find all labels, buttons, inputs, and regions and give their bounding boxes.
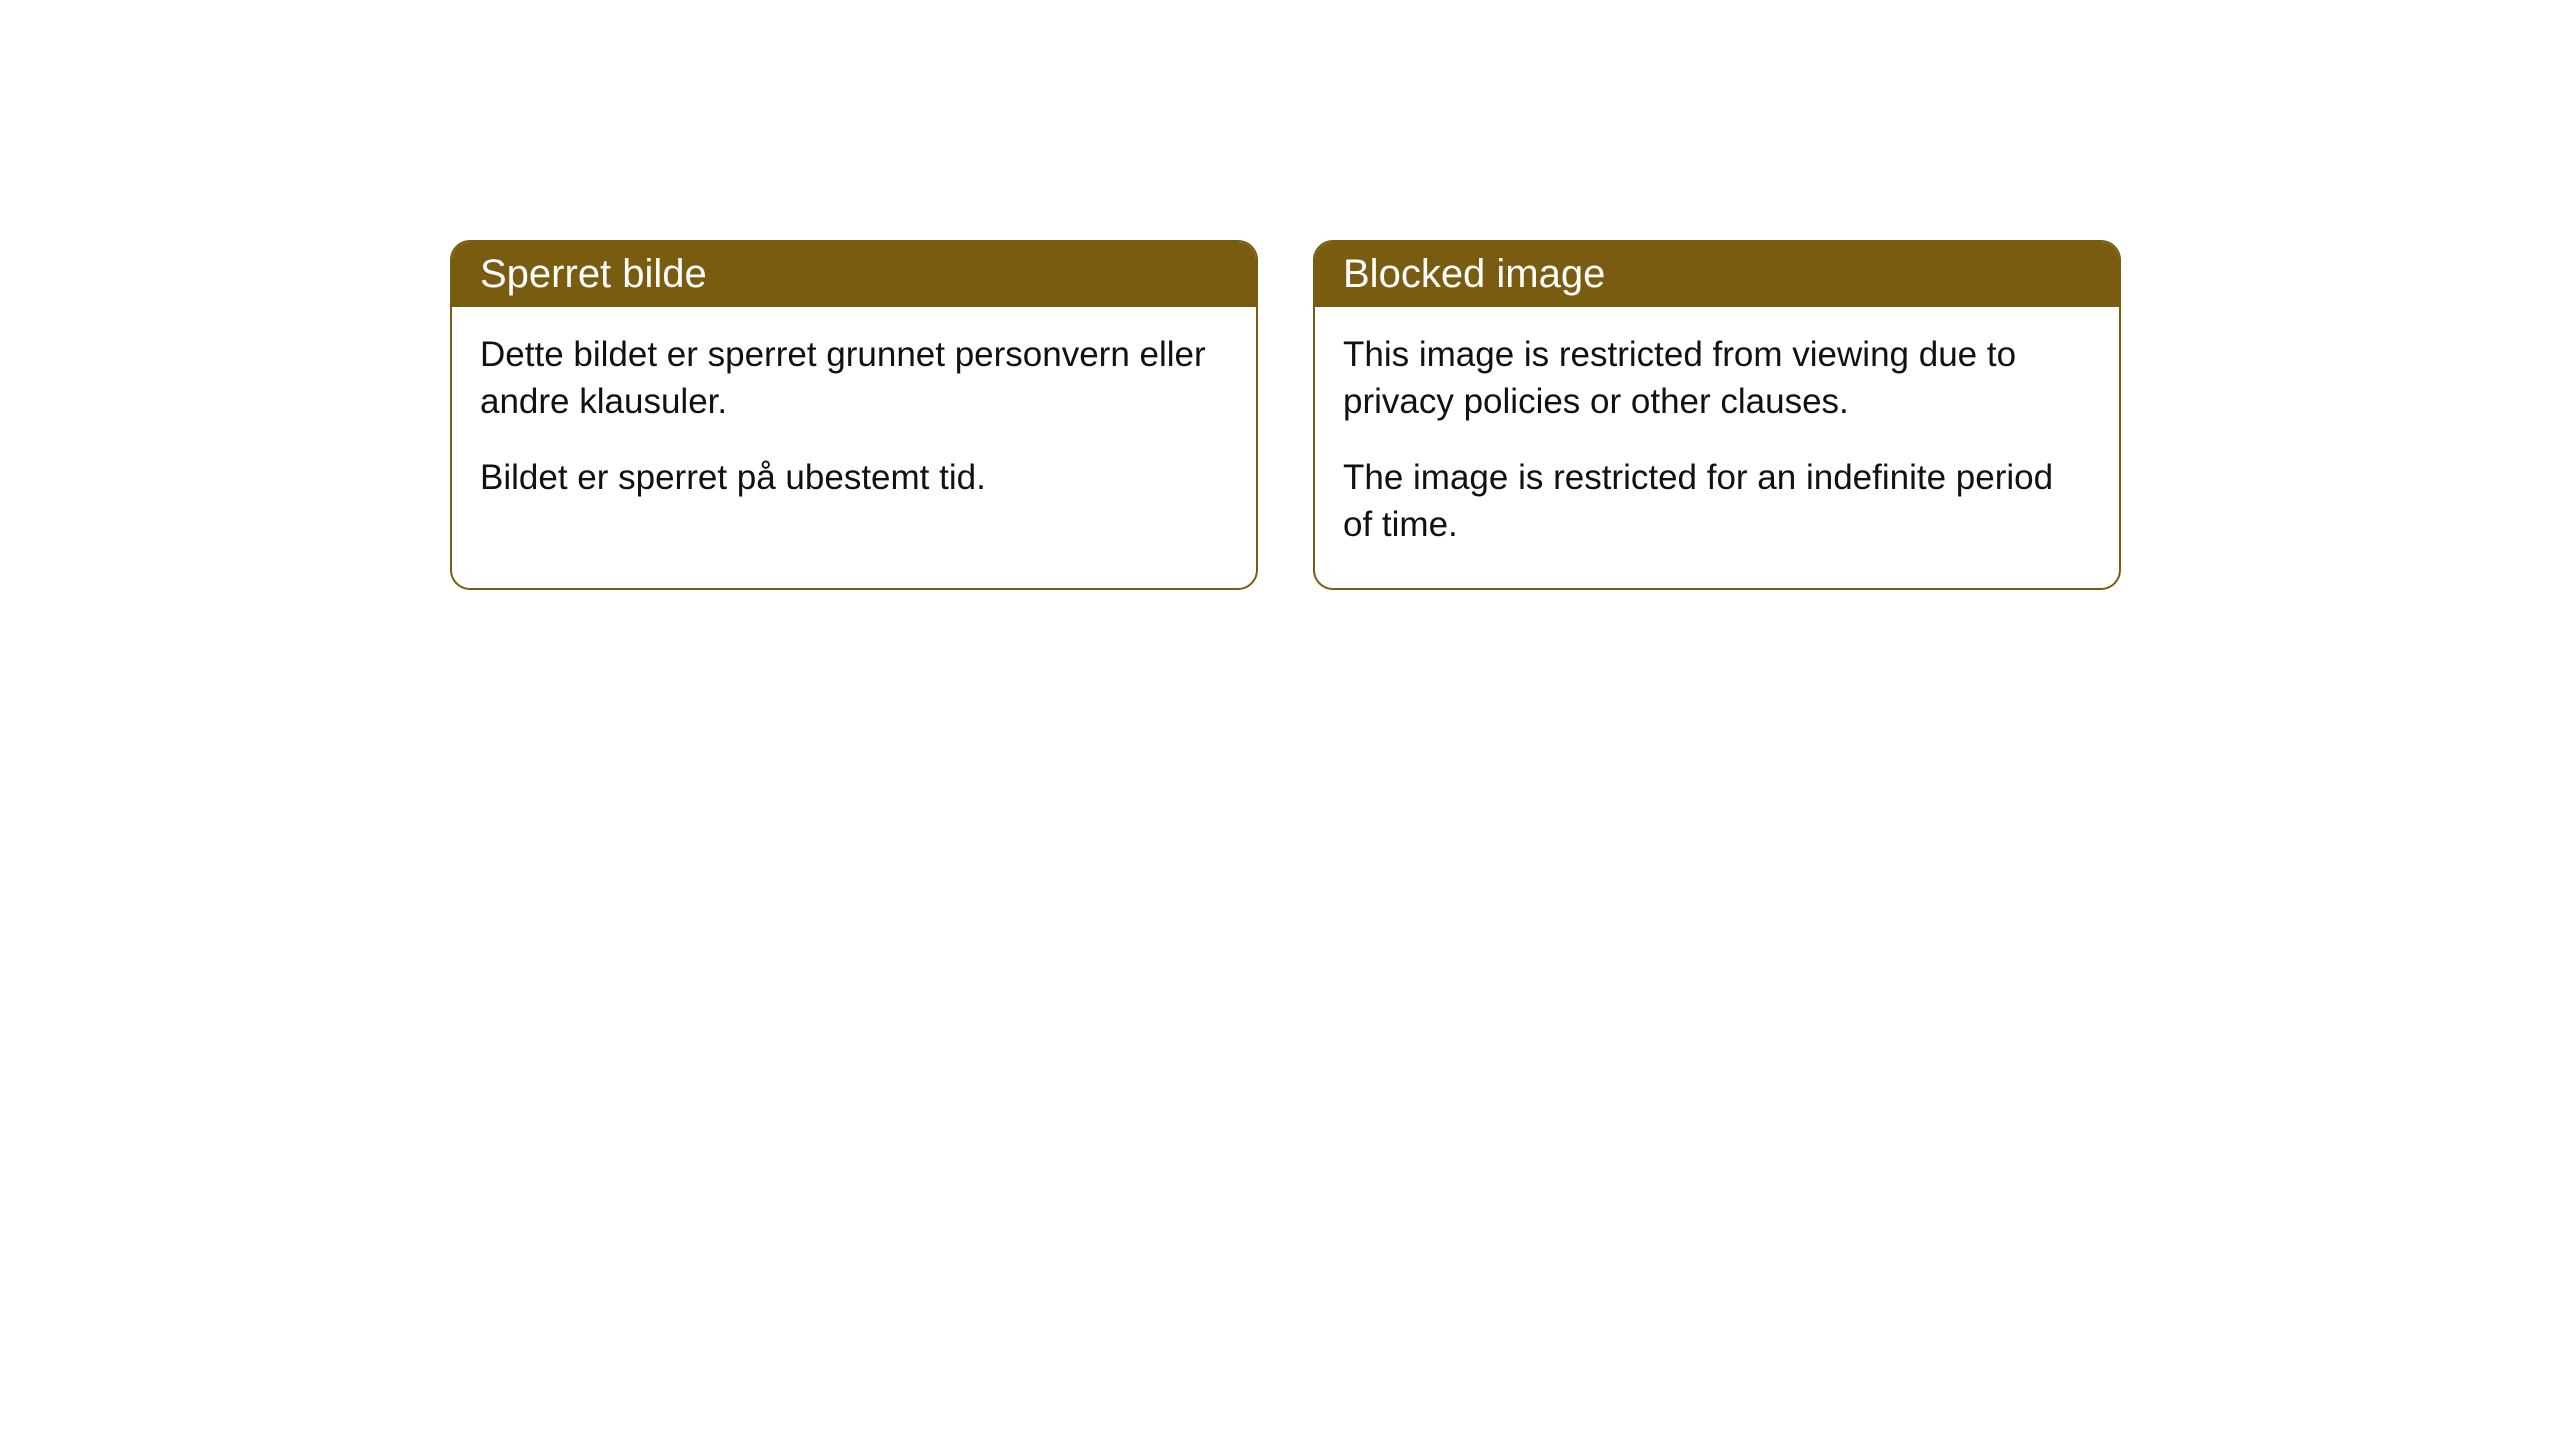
card-body: Dette bildet er sperret grunnet personve… bbox=[452, 307, 1256, 541]
card-header: Blocked image bbox=[1315, 242, 2119, 307]
card-header: Sperret bilde bbox=[452, 242, 1256, 307]
cards-container: Sperret bilde Dette bildet er sperret gr… bbox=[0, 0, 2560, 590]
card-title: Sperret bilde bbox=[480, 252, 707, 296]
card-paragraph-1: Dette bildet er sperret grunnet personve… bbox=[480, 331, 1228, 426]
card-paragraph-2: The image is restricted for an indefinit… bbox=[1343, 454, 2091, 549]
card-paragraph-2: Bildet er sperret på ubestemt tid. bbox=[480, 454, 1228, 501]
blocked-image-card-norwegian: Sperret bilde Dette bildet er sperret gr… bbox=[450, 240, 1258, 590]
card-body: This image is restricted from viewing du… bbox=[1315, 307, 2119, 588]
card-title: Blocked image bbox=[1343, 252, 1605, 296]
card-paragraph-1: This image is restricted from viewing du… bbox=[1343, 331, 2091, 426]
blocked-image-card-english: Blocked image This image is restricted f… bbox=[1313, 240, 2121, 590]
